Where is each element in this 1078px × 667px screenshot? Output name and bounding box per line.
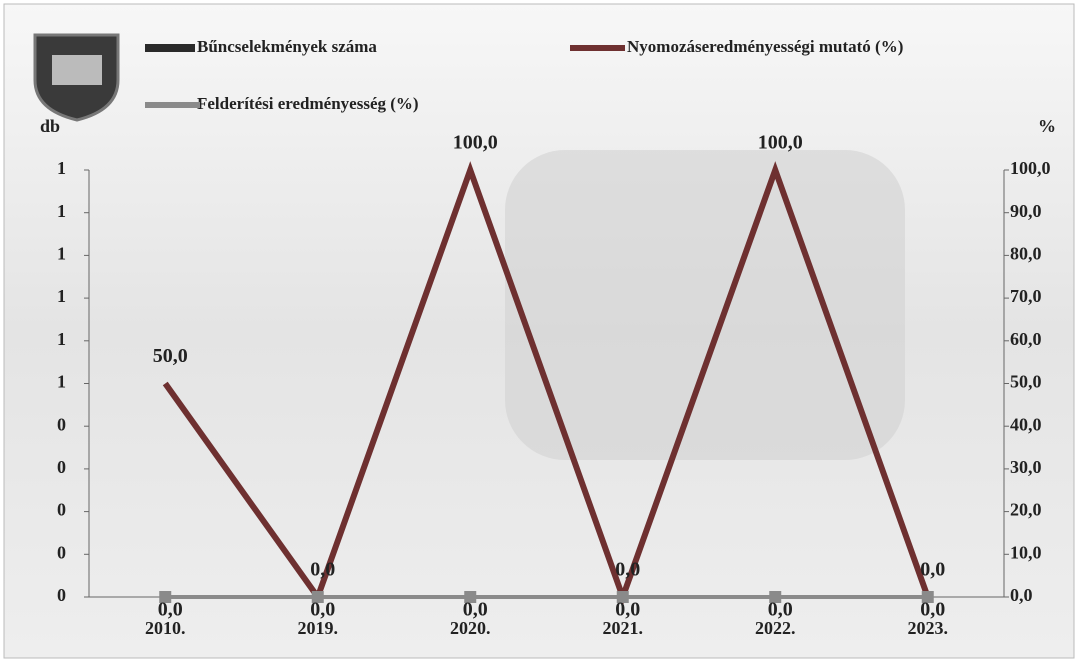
y-tick-label: 1 bbox=[57, 201, 66, 221]
y-axis-label: db bbox=[40, 116, 60, 136]
data-label: 0,0 bbox=[463, 599, 488, 621]
y2-axis-label: % bbox=[1038, 116, 1056, 136]
data-label: 100,0 bbox=[758, 132, 803, 154]
y2-tick-label: 10,0 bbox=[1010, 542, 1042, 562]
legend-label: Bűncselekmények száma bbox=[197, 37, 377, 56]
y-tick-label: 0 bbox=[57, 542, 66, 562]
y2-tick-label: 100,0 bbox=[1010, 158, 1051, 178]
data-label: 0,0 bbox=[768, 599, 793, 621]
data-label: 0,0 bbox=[310, 559, 335, 581]
x-tick-label: 2021. bbox=[603, 618, 644, 638]
marker bbox=[616, 591, 629, 603]
x-tick-label: 2020. bbox=[450, 618, 491, 638]
y2-tick-label: 0,0 bbox=[1010, 585, 1033, 605]
y-tick-label: 0 bbox=[57, 414, 66, 434]
legend-label: Felderítési eredményesség (%) bbox=[197, 94, 419, 113]
y2-tick-label: 70,0 bbox=[1010, 286, 1042, 306]
y-tick-label: 0 bbox=[57, 500, 66, 520]
data-label: 0,0 bbox=[158, 599, 183, 621]
x-tick-label: 2023. bbox=[908, 618, 949, 638]
building-image bbox=[505, 150, 905, 460]
data-label: 0,0 bbox=[615, 559, 640, 581]
y-tick-label: 0 bbox=[57, 585, 66, 605]
y2-tick-label: 90,0 bbox=[1010, 201, 1042, 221]
marker bbox=[921, 591, 934, 603]
y-tick-label: 1 bbox=[57, 286, 66, 306]
y2-tick-label: 40,0 bbox=[1010, 414, 1042, 434]
y2-tick-label: 60,0 bbox=[1010, 329, 1042, 349]
x-tick-label: 2010. bbox=[145, 618, 186, 638]
legend-swatch bbox=[145, 44, 195, 52]
y-tick-label: 1 bbox=[57, 329, 66, 349]
y2-tick-label: 50,0 bbox=[1010, 372, 1042, 392]
data-label: 100,0 bbox=[453, 132, 498, 154]
y-tick-label: 1 bbox=[57, 372, 66, 392]
marker bbox=[769, 591, 782, 603]
x-tick-label: 2019. bbox=[298, 618, 339, 638]
data-label: 0,0 bbox=[310, 599, 335, 621]
data-label: 0,0 bbox=[920, 599, 945, 621]
marker bbox=[464, 591, 477, 603]
data-label: 50,0 bbox=[153, 345, 188, 367]
y-tick-label: 1 bbox=[57, 244, 66, 264]
y-tick-label: 1 bbox=[57, 158, 66, 178]
data-label: 0,0 bbox=[615, 599, 640, 621]
police-badge bbox=[33, 33, 120, 122]
marker bbox=[311, 591, 324, 603]
y2-tick-label: 20,0 bbox=[1010, 500, 1042, 520]
x-tick-label: 2022. bbox=[755, 618, 796, 638]
y-tick-label: 0 bbox=[57, 457, 66, 477]
line bbox=[162, 161, 931, 606]
y2-tick-label: 80,0 bbox=[1010, 244, 1042, 264]
legend-label: Nyomozáseredményességi mutató (%) bbox=[627, 37, 903, 56]
data-label: 0,0 bbox=[920, 559, 945, 581]
marker bbox=[159, 591, 172, 603]
y2-tick-label: 30,0 bbox=[1010, 457, 1042, 477]
